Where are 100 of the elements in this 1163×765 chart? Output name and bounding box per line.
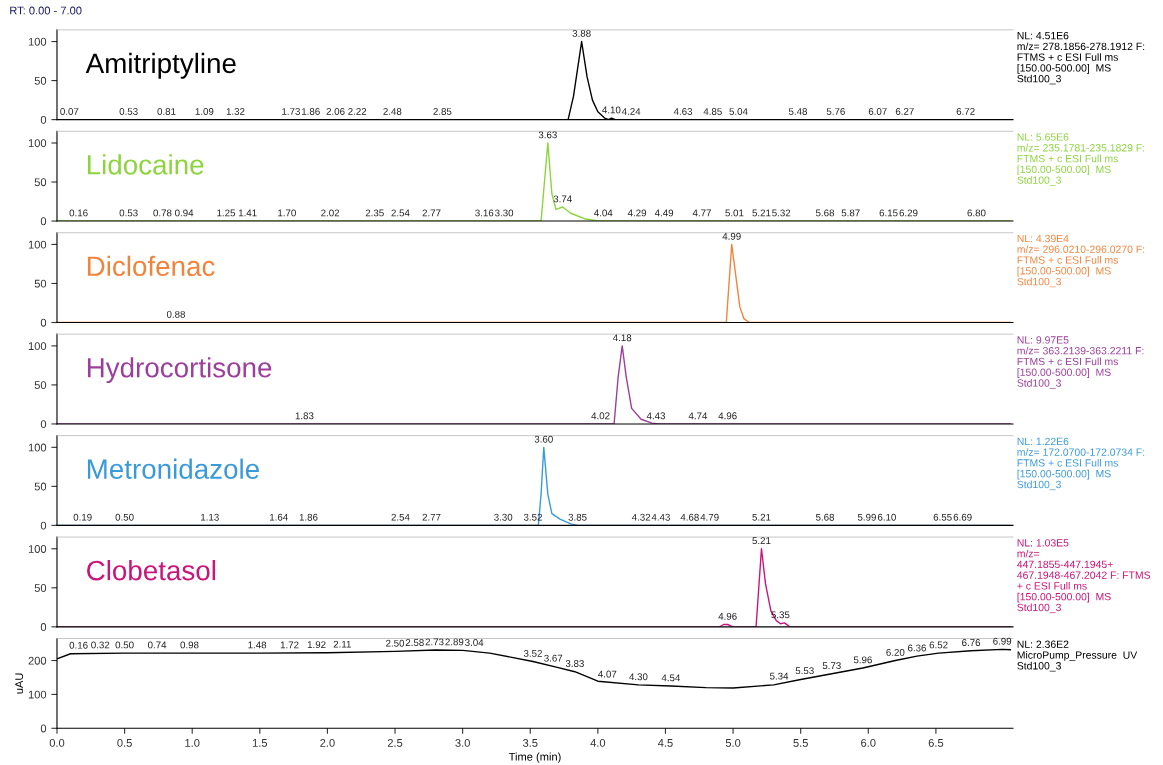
annotation: 3.04 — [465, 639, 484, 646]
annotation: 0.98 — [180, 641, 199, 649]
annotation: 4.43 — [651, 513, 670, 521]
x-tick-label: 1.0 — [185, 738, 200, 747]
annotation: 4.07 — [598, 670, 617, 678]
text: [150.00-500.00] MS — [1017, 165, 1111, 176]
annotation: 3.85 — [568, 513, 587, 521]
text: m/z= 172.0700-172.0734 F: — [1017, 448, 1145, 456]
text: MicroPump_Pressure UV — [1017, 651, 1138, 661]
text: Std100_3 — [1017, 661, 1061, 672]
annotation: 0.07 — [60, 108, 79, 115]
chart-title: RT: 0.00 - 7.00 — [10, 6, 82, 15]
text: FTMS + c ESI Full ms — [1017, 154, 1118, 163]
y-tick-label: 0 — [40, 318, 47, 327]
annotation: 1.73 — [282, 108, 300, 115]
annotation: 3.60 — [534, 435, 553, 443]
annotation: 2.11 — [333, 640, 351, 648]
annotation: 4.43 — [646, 412, 666, 420]
annotation: 5.53 — [795, 667, 814, 675]
annotation: 6.10 — [877, 513, 896, 521]
annotation: 5.01 — [725, 209, 744, 217]
annotation: 1.13 — [201, 513, 219, 521]
annotation: 5.73 — [822, 662, 841, 670]
annotation: 5.21 — [752, 537, 771, 545]
annotation: 4.18 — [612, 334, 632, 342]
annotation: 1.83 — [295, 412, 314, 420]
series-label: Clobetasol — [87, 560, 216, 581]
y-tick-label: 0 — [40, 420, 47, 429]
text: 447.1855-447.1945+ — [1017, 560, 1113, 569]
annotation: 2.77 — [422, 513, 441, 521]
annotation: 0.88 — [166, 310, 186, 318]
annotation: 2.77 — [422, 209, 441, 217]
annotation: 4.02 — [591, 412, 610, 420]
annotation: 2.06 — [326, 108, 345, 115]
annotation: 2.48 — [383, 108, 402, 115]
text: NL: 1.03E5 — [1017, 539, 1069, 547]
annotation: 4.10 — [602, 106, 621, 114]
y-tick-label: 0 — [40, 115, 47, 124]
text: FTMS + c ESI Full ms — [1017, 256, 1118, 264]
text: Std100_3 — [1017, 277, 1061, 288]
text: NL: 1.22E6 — [1017, 437, 1069, 446]
annotation: 5.87 — [841, 209, 860, 217]
annotation: 2.54 — [391, 209, 410, 217]
annotation: 1.64 — [270, 513, 288, 521]
series-label: Diclofenac — [87, 255, 215, 277]
annotation: 6.76 — [962, 639, 981, 646]
x-tick-label: 4.0 — [590, 738, 606, 747]
x-tick-label: 3.0 — [455, 738, 470, 747]
annotation: 0.53 — [119, 108, 138, 115]
annotation: 2.89 — [445, 638, 464, 646]
annotation: 4.96 — [718, 612, 737, 620]
annotation: 4.30 — [629, 673, 648, 681]
annotation: 3.63 — [538, 131, 557, 139]
x-tick-label: 6.0 — [861, 738, 876, 747]
text: m/z= 278.1856-278.1912 F: — [1017, 42, 1145, 51]
annotation: 1.86 — [299, 513, 318, 521]
text: NL: 9.97E5 — [1017, 336, 1069, 344]
annotation: 2.02 — [321, 209, 340, 217]
series-label: Hydrocortisone — [87, 357, 272, 384]
annotation: 1.92 — [307, 641, 326, 649]
annotation: 0.50 — [115, 641, 134, 649]
text: + c ESI Full ms — [1017, 581, 1087, 590]
text: NL: 4.51E6 — [1017, 31, 1069, 40]
y-tick-label: 100 — [28, 240, 47, 249]
text: NL: 5.65E6 — [1017, 133, 1069, 141]
annotation: 5.76 — [826, 108, 845, 115]
y-tick-label: 100 — [28, 139, 47, 148]
annotation: 0.53 — [119, 209, 138, 217]
annotation: 6.52 — [929, 641, 948, 649]
annotation: 0.78 — [153, 209, 172, 217]
text: [150.00-500.00] MS — [1017, 266, 1111, 277]
annotation: 2.54 — [391, 513, 410, 521]
annotation: 4.77 — [692, 209, 711, 217]
annotation: 4.79 — [700, 513, 719, 521]
annotation: 0.32 — [91, 641, 110, 649]
annotation: 0.94 — [175, 209, 194, 217]
annotation: 5.21 — [752, 513, 771, 521]
annotation: 3.30 — [495, 209, 514, 217]
text: Std100_3 — [1017, 603, 1061, 614]
annotation: 6.69 — [953, 513, 972, 521]
text: Std100_3 — [1017, 74, 1061, 85]
annotation: 5.68 — [815, 513, 835, 521]
annotation: 6.99 — [993, 637, 1012, 645]
x-tick-label: 0.0 — [49, 738, 65, 747]
annotation: 5.21 — [752, 209, 771, 217]
annotation: 6.55 — [933, 513, 952, 521]
text: 467.1948-467.2042 F: FTMS — [1017, 571, 1151, 579]
x-tick-label: 2.5 — [387, 738, 403, 747]
annotation: 0.81 — [157, 108, 176, 115]
annotation: 3.16 — [475, 209, 494, 217]
annotation: 0.16 — [69, 209, 88, 217]
text: [150.00-500.00] MS — [1017, 592, 1111, 603]
y-tick-label: 100 — [28, 342, 47, 351]
y-axis-title: uAU — [15, 673, 24, 694]
series-label: Metronidazole — [87, 458, 259, 479]
annotation: 2.73 — [425, 638, 444, 646]
annotation: 4.63 — [673, 108, 693, 115]
annotation: 3.52 — [523, 649, 542, 657]
text: [150.00-500.00] MS — [1017, 368, 1111, 378]
y-tick-label: 100 — [28, 545, 47, 553]
